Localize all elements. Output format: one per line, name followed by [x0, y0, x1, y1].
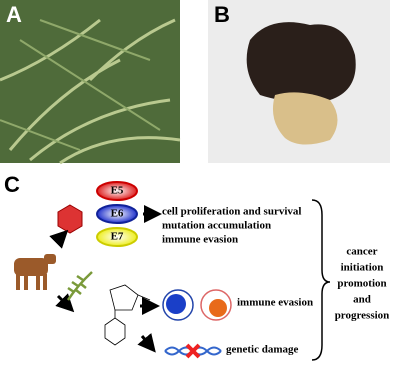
virus-icon: [57, 204, 83, 234]
damage-mark: [185, 343, 201, 359]
arrow: [137, 333, 156, 353]
arrow: [55, 293, 75, 313]
fern-icon: [66, 271, 93, 301]
oncoprotein-label: E6: [111, 208, 124, 220]
outcome: cancer: [346, 246, 377, 258]
outcome: initiation: [341, 262, 384, 274]
panel-label: C: [4, 172, 20, 197]
oncoprotein: [96, 204, 138, 224]
oncoprotein-label: E5: [111, 185, 124, 197]
oncoprotein: [96, 181, 138, 201]
cell-nucleus: [209, 299, 227, 317]
panel-label: B: [214, 2, 230, 27]
brace: [311, 199, 331, 361]
effect: immune evasion: [162, 234, 238, 246]
outcome: and: [353, 294, 371, 306]
cell-nucleus: [166, 294, 186, 314]
photo-tumor: [208, 0, 390, 163]
oncoprotein: [96, 227, 138, 247]
effect: genetic damage: [226, 344, 299, 356]
effect: mutation accumulation: [162, 220, 271, 232]
effect: cell proliferation and survival: [162, 206, 301, 218]
outcome: promotion: [337, 278, 386, 290]
arrow: [49, 229, 69, 249]
effect: immune evasion: [237, 297, 313, 309]
cow-icon: [14, 254, 56, 290]
panel-label: A: [6, 2, 22, 27]
outcome: progression: [335, 310, 390, 322]
oncoprotein-label: E7: [111, 231, 124, 243]
photo-fern: [0, 0, 181, 165]
